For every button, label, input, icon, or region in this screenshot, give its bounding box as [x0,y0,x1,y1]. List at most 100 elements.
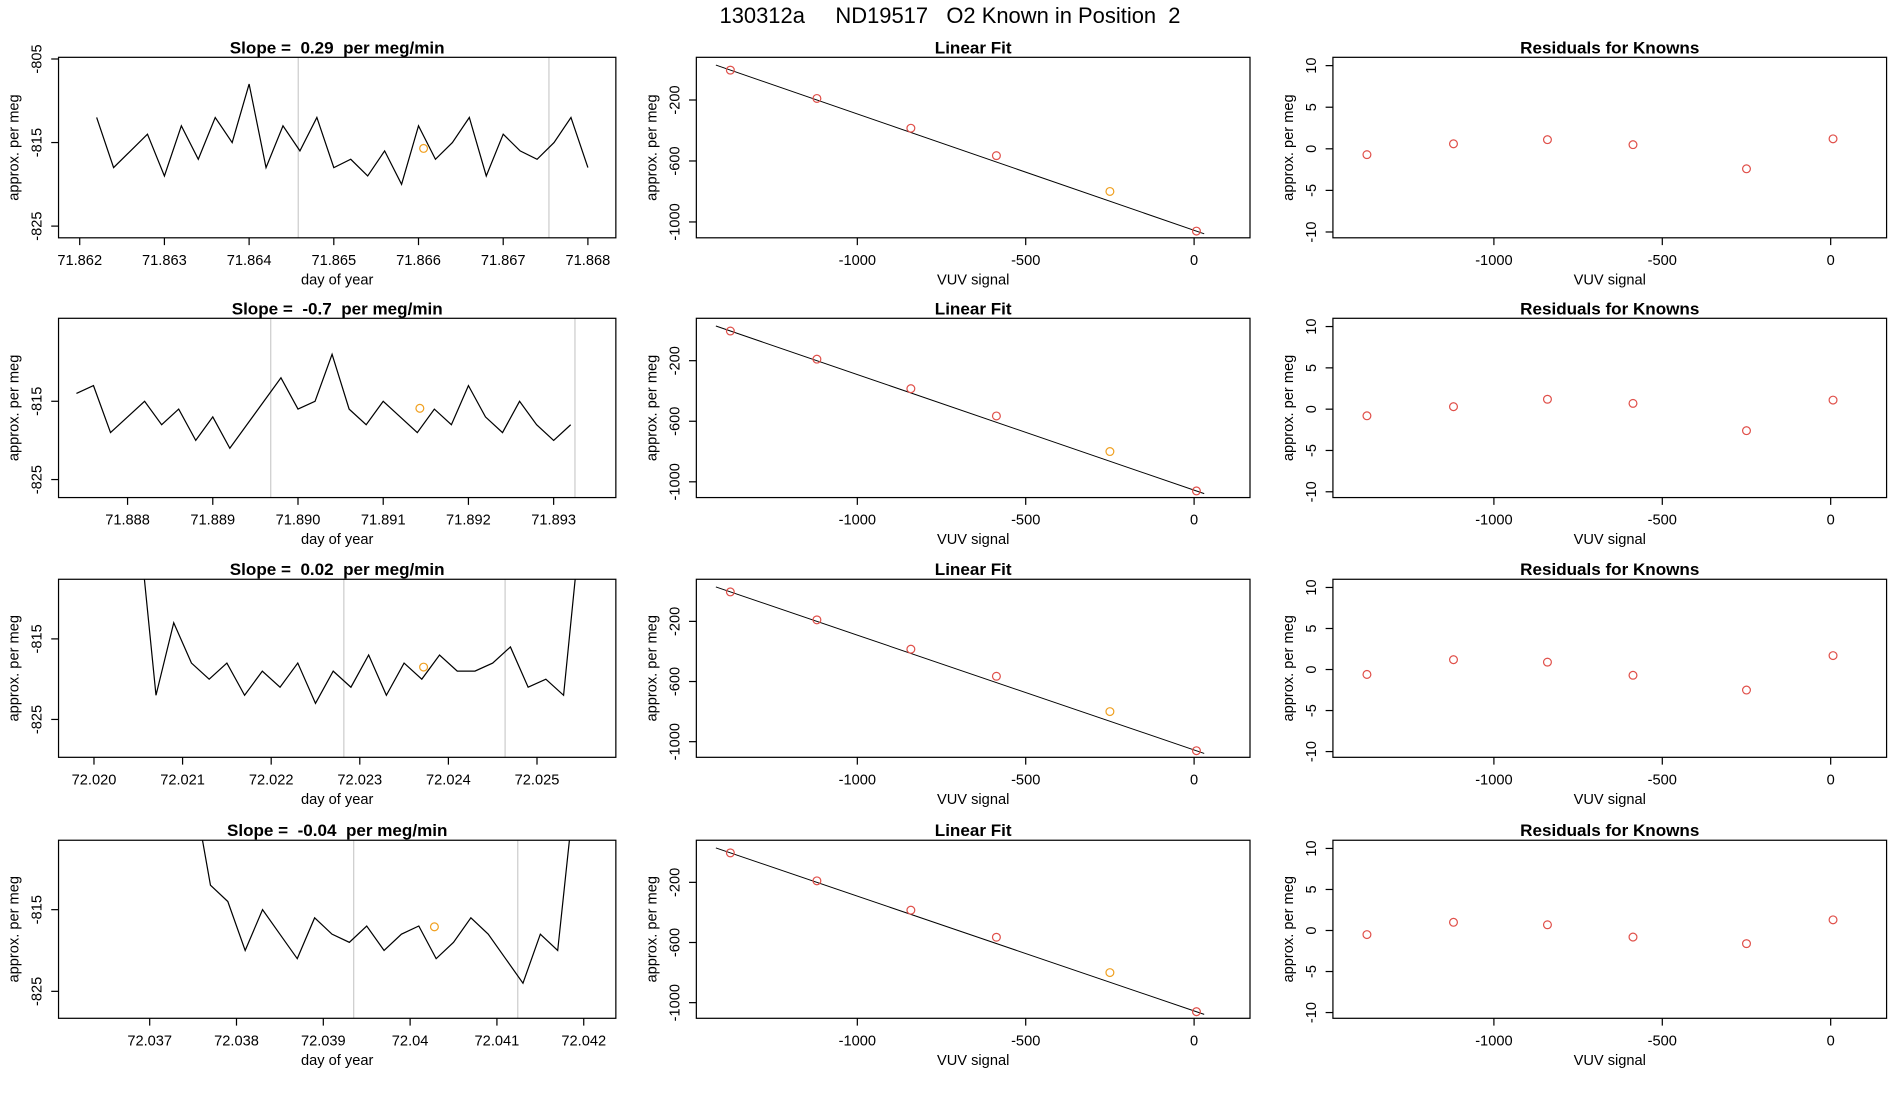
y-axis-label: approx. per meg [6,876,22,982]
y-tick-label: -10 [1304,1002,1320,1023]
x-tick-label: 0 [1827,513,1835,529]
y-axis-label: approx. per meg [1281,94,1297,201]
x-tick-label: 0 [1190,253,1198,269]
x-tick-label: 0 [1827,253,1835,269]
y-axis-label: approx. per meg [6,355,22,462]
y-axis-label: approx. per meg [1281,876,1297,983]
y-tick-label: 10 [1304,318,1320,334]
y-tick-label: -815 [30,128,46,157]
x-tick-label: 72.039 [301,1033,346,1049]
y-tick-label: 0 [1304,405,1320,413]
figure-title: 130312a ND19517 O2 Known in Position 2 [720,3,1181,28]
y-axis-label: approx. per meg [644,355,660,462]
point [1741,426,1751,436]
panel-title: Residuals for Knowns [1520,560,1699,579]
y-tick-label: 10 [1304,840,1320,856]
point [991,151,1001,161]
x-tick-label: -1000 [1475,772,1512,788]
y-tick-label: -600 [667,928,683,957]
y-tick-label: -5 [1304,444,1320,457]
point [991,932,1001,942]
plot-frame [57,578,617,758]
point [1628,670,1638,680]
x-tick-label: -1000 [839,253,876,269]
panel: Slope = -0.7 per meg/min day of year appro… [6,299,617,548]
point [1741,939,1751,949]
plot-frame [57,317,617,499]
x-tick-label: 71.866 [396,253,441,269]
x-tick-label: 71.867 [481,253,526,269]
panel: Slope = -0.04 per meg/min day of year appr… [6,821,617,1069]
panel-title: Linear Fit [935,38,1012,57]
x-tick-label: 71.888 [105,513,150,529]
x-tick-label: -500 [1648,1033,1677,1049]
y-axis-label: approx. per meg [1281,615,1297,722]
x-tick-label: 72.037 [127,1033,172,1049]
panel: Linear Fit VUV signal approx. per meg -1000… [644,560,1251,808]
point [1105,186,1115,196]
x-tick-label: 0 [1190,513,1198,529]
x-axis-label: VUV signal [1574,532,1646,548]
x-axis-label: day of year [301,532,373,548]
point [725,65,735,75]
point [1362,411,1372,421]
x-tick-label: -1000 [1475,253,1512,269]
x-axis-label: day of year [301,272,373,288]
y-tick-label: -10 [1304,221,1320,242]
y-tick-label: -825 [30,977,46,1006]
y-axis-label: approx. per meg [644,876,660,983]
panel: Slope = 0.29 per meg/min day of year appro… [6,38,617,288]
highlight-point [419,662,429,672]
x-tick-label: -500 [1011,1033,1040,1049]
y-tick-label: 5 [1304,103,1320,111]
x-axis-label: VUV signal [937,272,1009,288]
panel-title: Linear Fit [935,560,1012,579]
point [1191,226,1201,236]
y-tick-label: 5 [1304,364,1320,372]
point [1105,968,1115,978]
panel-title: Slope = 0.02 per meg/min [230,560,445,579]
y-tick-label: 10 [1304,57,1320,73]
point [725,848,735,858]
plot-area [143,579,576,758]
y-tick-label: -1000 [667,203,683,240]
y-tick-label: -825 [30,705,46,734]
x-tick-label: -500 [1011,253,1040,269]
x-tick-label: 72.038 [214,1033,259,1049]
x-tick-label: 0 [1827,772,1835,788]
series-line [76,352,572,450]
panel: Residuals for Knowns VUV signal approx. pe… [1281,299,1888,548]
x-tick-label: -500 [1648,253,1677,269]
point [1191,1007,1201,1017]
plot-frame [1332,578,1888,758]
panel-title: Linear Fit [935,299,1012,318]
y-tick-label: -805 [30,44,46,73]
point [1741,685,1751,695]
x-tick-label: 72.021 [160,772,205,788]
y-tick-label: -1000 [667,463,683,500]
x-axis-label: VUV signal [1574,792,1646,808]
panel-title: Slope = -0.04 per meg/min [227,821,447,840]
y-tick-label: -10 [1304,481,1320,502]
y-tick-label: -825 [30,211,46,240]
plot-area [715,847,1205,1017]
point [812,93,822,103]
x-tick-label: 72.024 [426,772,471,788]
x-axis-label: day of year [301,792,373,808]
x-tick-label: -500 [1011,513,1040,529]
point [1448,402,1459,412]
series-line [201,840,571,985]
point [1448,655,1459,665]
panel: Residuals for Knowns VUV signal approx. pe… [1281,821,1888,1069]
highlight-point [429,922,439,932]
y-tick-label: -200 [667,346,683,375]
x-axis-label: VUV signal [937,532,1009,548]
y-tick-label: -5 [1304,184,1320,197]
y-axis-label: approx. per meg [644,615,660,722]
y-tick-label: -10 [1304,741,1320,762]
series-line [96,83,589,186]
point [906,644,916,654]
point [1828,134,1838,144]
x-tick-label: 71.893 [531,513,576,529]
